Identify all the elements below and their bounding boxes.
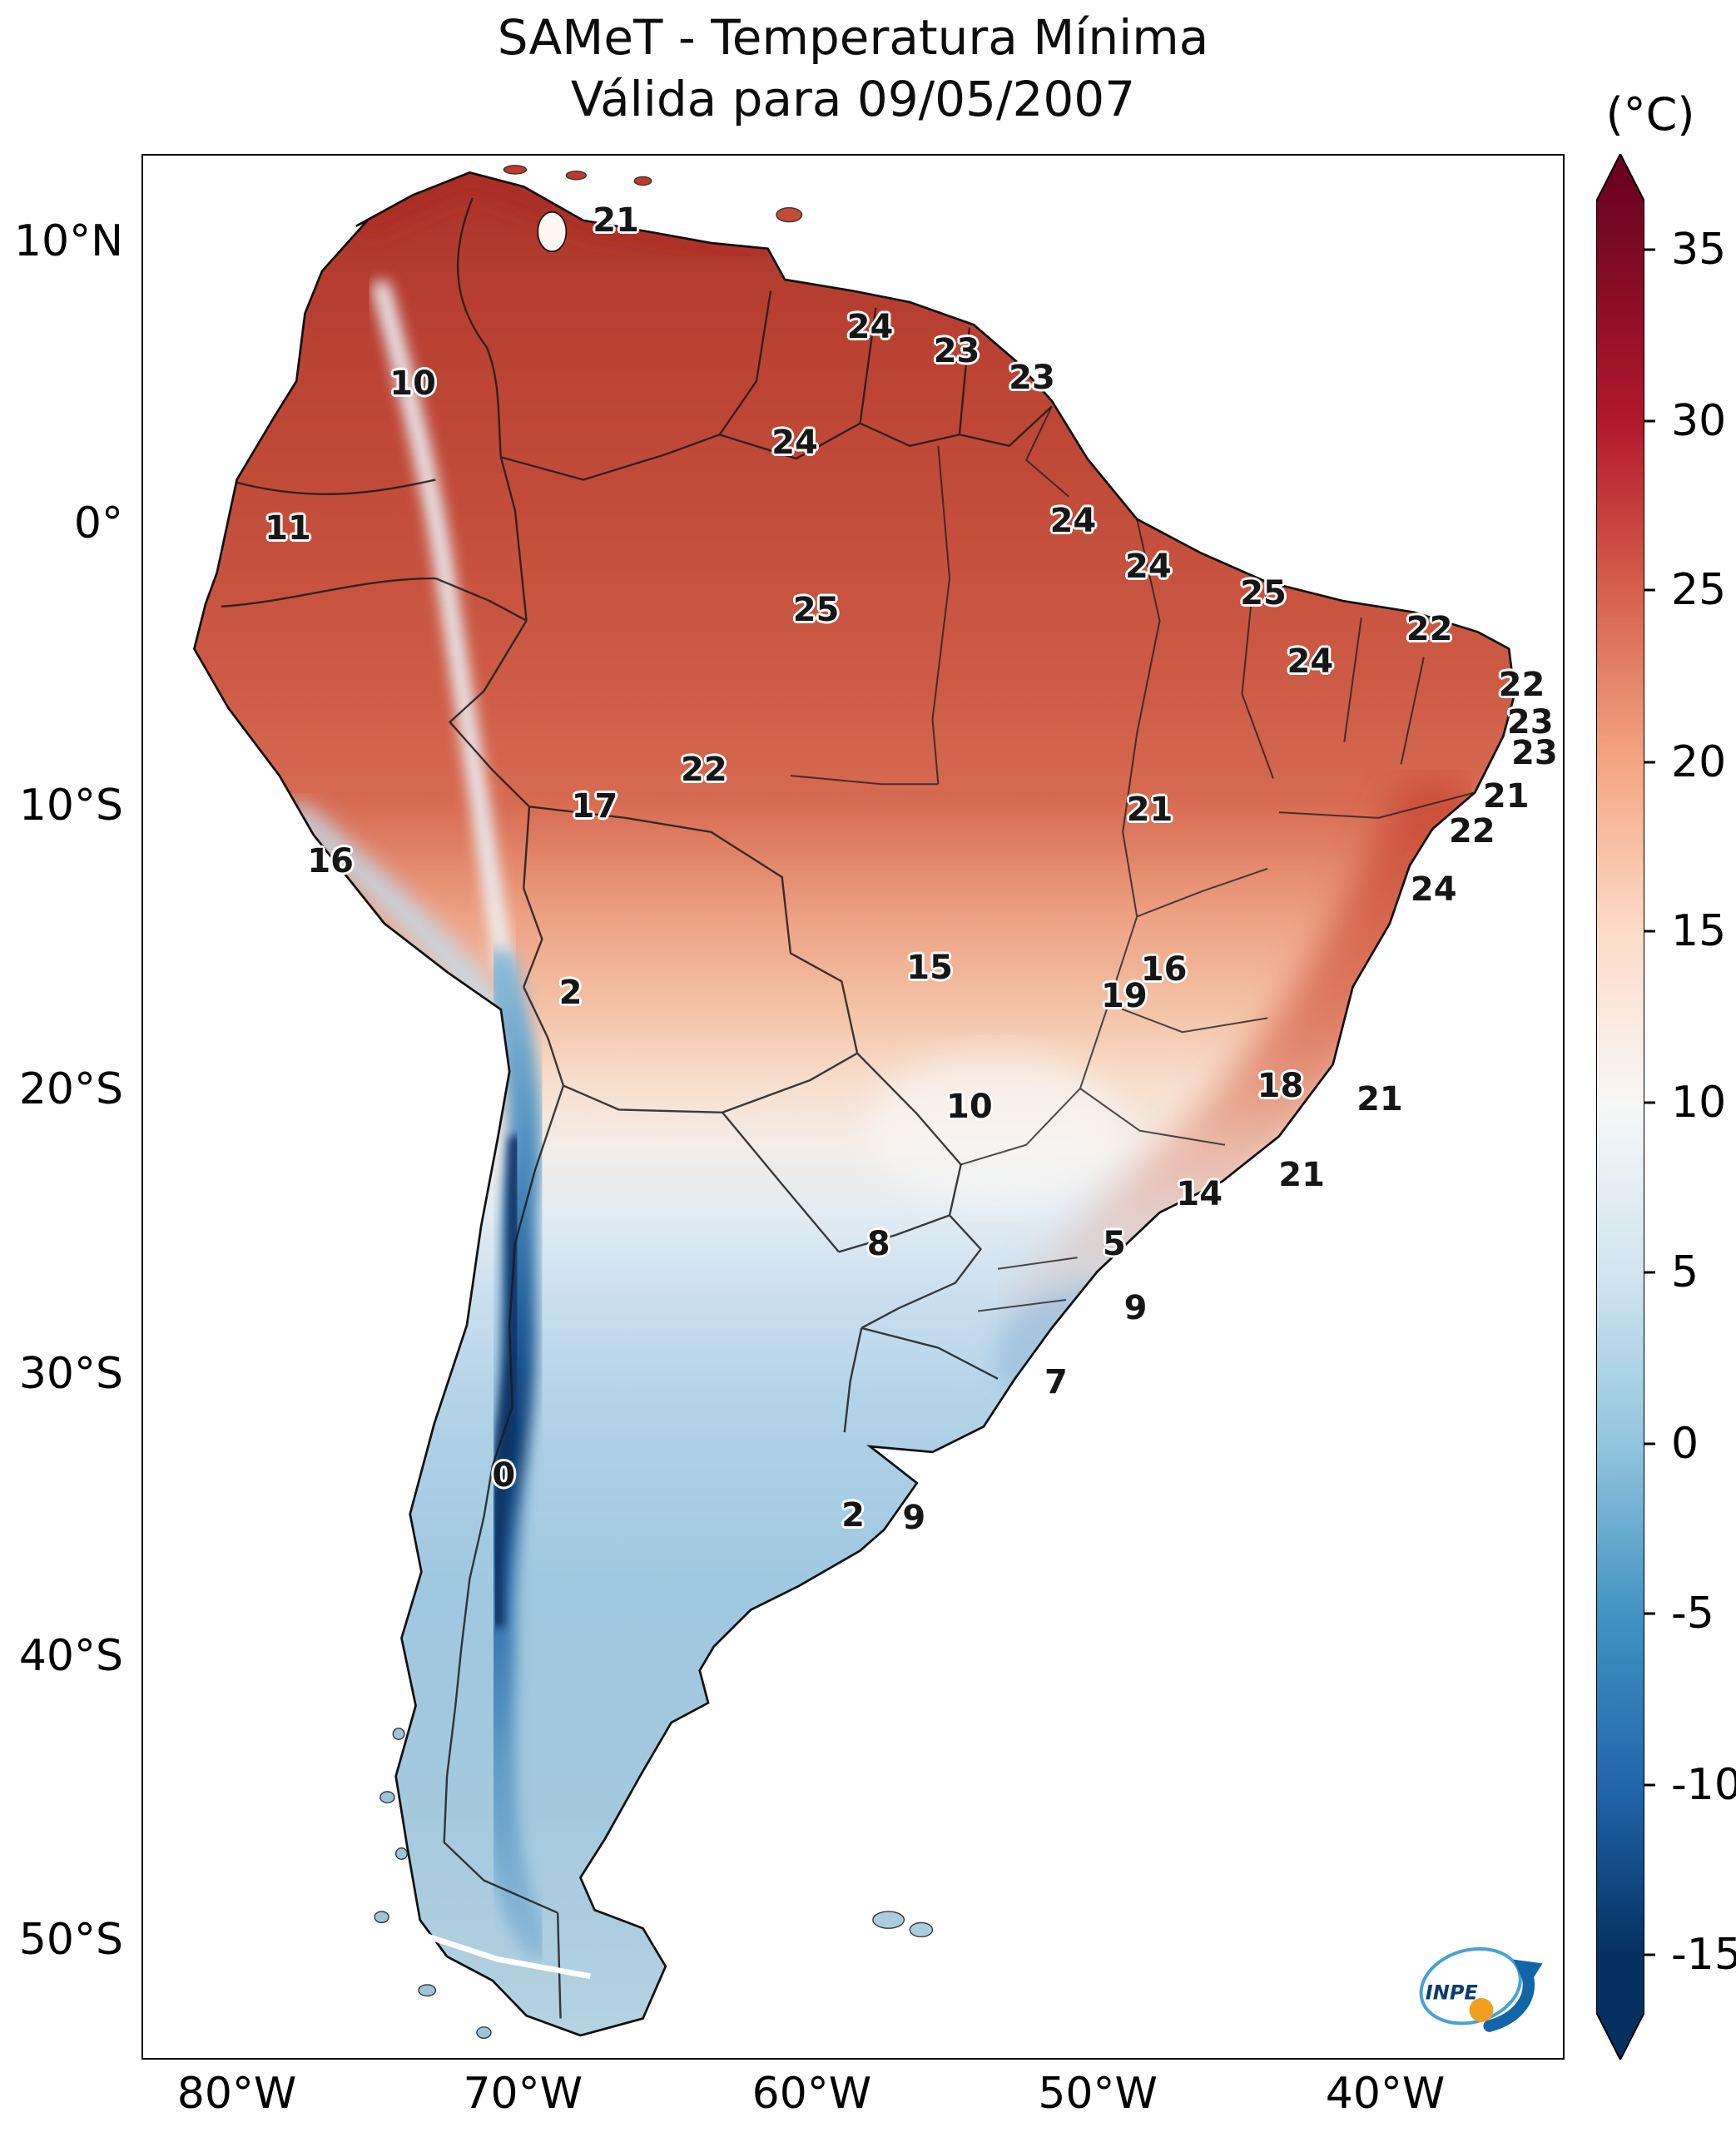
temperature-value-label: 24: [1410, 870, 1457, 910]
colorbar-tick-mark: [1644, 419, 1655, 423]
lat-tick-label: 20°S: [18, 1064, 123, 1115]
lat-tick-label: 40°S: [18, 1630, 123, 1681]
temperature-value-label: 25: [792, 591, 840, 630]
map-plot-area: 21 24 23 23 10 24 24 11 24 25 25 22 24 22 23 23 22 17 21 21…: [141, 154, 1565, 2060]
colorbar-tick-label: 15: [1671, 906, 1727, 957]
colorbar-tick-label: -10: [1671, 1760, 1736, 1811]
temperature-value-label: 25: [1240, 573, 1287, 612]
temperature-value-label: 9: [902, 1498, 926, 1537]
temperature-value-label: 16: [307, 842, 355, 881]
colorbar-tick-mark: [1644, 1101, 1655, 1104]
temperature-value-label: 21: [1482, 777, 1530, 816]
colorbar-tick-label: 35: [1671, 224, 1727, 275]
colorbar-tick-label: 20: [1671, 736, 1727, 787]
colorbar-tick-labels: 35 30 25 20 15 10 5 0 -5 -10 -15: [1596, 154, 1736, 2060]
colorbar-tick-label: 5: [1671, 1247, 1699, 1298]
temperature-value-label: 17: [571, 786, 618, 826]
temperature-value-label: 11: [265, 509, 311, 548]
logo-arrow-head: [1513, 1959, 1543, 1989]
temperature-value-label: 24: [846, 307, 894, 346]
inpe-logo: INPE: [1411, 1925, 1551, 2051]
colorbar-tick-label: 10: [1671, 1078, 1727, 1128]
temperature-value-label: 18: [1257, 1066, 1304, 1105]
temperature-value-label: 23: [1009, 359, 1055, 398]
islands: [374, 165, 934, 2039]
colorbar-unit-label: (°C): [1605, 88, 1695, 141]
colorbar-tick-label: 0: [1671, 1419, 1699, 1470]
lat-tick-label: 0°: [73, 498, 123, 549]
colorbar-tick-mark: [1644, 1612, 1655, 1615]
inpe-logo-graphic: INPE: [1419, 1946, 1543, 2032]
temperature-value-label: 8: [866, 1224, 890, 1263]
colorbar-tick-label: -15: [1671, 1930, 1736, 1981]
lat-tick-label: 30°S: [18, 1348, 123, 1399]
colorbar-tick-mark: [1644, 761, 1655, 763]
figure-titles: SAMeT - Temperatura Mínima Válida para 0…: [141, 7, 1565, 130]
colorbar-tick-mark: [1644, 930, 1655, 933]
coastline: [192, 171, 1516, 2037]
lat-tick-label: 10°N: [13, 216, 123, 267]
colorbar-tick-mark: [1644, 1953, 1655, 1956]
lon-tick-label: 70°W: [463, 2069, 583, 2119]
lon-tick-label: 60°W: [751, 2069, 872, 2119]
colorbar-tick-mark: [1644, 1783, 1655, 1787]
lon-tick-label: 80°W: [176, 2069, 297, 2119]
longitude-axis: 80°W 70°W 60°W 50°W 40°W: [141, 2069, 1565, 2135]
lat-tick-label: 10°S: [18, 781, 123, 831]
colorbar-tick-mark: [1644, 588, 1655, 592]
temperature-value-label: 22: [1406, 610, 1453, 649]
temperature-value-label: 23: [1511, 733, 1558, 772]
temperature-value-label: 7: [1044, 1363, 1068, 1402]
logo-orange-dot: [1469, 1998, 1494, 2022]
logo-arrow-curve: [1483, 1966, 1535, 2032]
temperature-value-label: 2: [841, 1496, 865, 1535]
temperature-value-label: 24: [1049, 501, 1097, 540]
colorbar-tick-label: -5: [1671, 1589, 1714, 1639]
chart-title: SAMeT - Temperatura Mínima: [497, 9, 1209, 66]
colorbar: [1596, 154, 1644, 2060]
temperature-value-label: 10: [946, 1088, 993, 1126]
latitude-axis: 10°N 0° 10°S 20°S 30°S 40°S 50°S: [0, 154, 131, 2060]
country-borders: [221, 197, 1053, 2019]
colorbar-tick-mark: [1644, 1442, 1655, 1445]
temperature-value-label: 0: [492, 1456, 516, 1495]
temperature-value-label: 15: [906, 949, 953, 988]
temperature-value-label: 23: [933, 332, 980, 371]
temperature-value-label: 21: [1357, 1079, 1403, 1118]
temperature-value-label: 22: [1498, 665, 1545, 704]
temperature-value-label: 2: [558, 973, 583, 1012]
logo-text: INPE: [1426, 1981, 1479, 2005]
temperature-value-label: 19: [1101, 977, 1148, 1016]
temperature-value-label: 10: [389, 364, 436, 404]
chart-subtitle: Válida para 09/05/2007: [570, 71, 1136, 128]
colorbar-tick-mark: [1644, 248, 1655, 250]
temperature-value-label: 5: [1102, 1224, 1126, 1263]
colorbar-tick-label: 25: [1671, 565, 1727, 616]
temperature-value-label: 24: [1125, 547, 1172, 586]
colorbar-tick-label: 30: [1671, 395, 1727, 446]
temperature-value-label: 23: [1506, 703, 1554, 742]
temperature-labels-layer: 21 24 23 23 10 24 24 11 24 25 25 22 24 22 23 23 22 17 21 21…: [143, 156, 1563, 2058]
temperature-value-label: 16: [1140, 950, 1188, 989]
colorbar-tick-mark: [1644, 1271, 1655, 1274]
temperature-value-label: 24: [771, 424, 818, 463]
temperature-value-label: 22: [681, 751, 727, 790]
lon-tick-label: 50°W: [1038, 2069, 1158, 2119]
temperature-value-label: 21: [1278, 1156, 1325, 1195]
temperature-value-label: 24: [1287, 642, 1334, 682]
south-america-temperature-map: [192, 165, 1516, 2039]
temperature-value-label: 21: [593, 201, 639, 240]
lon-tick-label: 40°W: [1325, 2069, 1446, 2119]
temperature-value-label: 22: [1448, 811, 1495, 850]
colorbar-swatch: [1596, 154, 1644, 2060]
state-borders: [790, 405, 1476, 1312]
temperature-value-label: 9: [1123, 1289, 1148, 1328]
temperature-value-label: 14: [1176, 1175, 1223, 1214]
temperature-value-label: 21: [1126, 791, 1173, 830]
lat-tick-label: 50°S: [18, 1914, 123, 1965]
